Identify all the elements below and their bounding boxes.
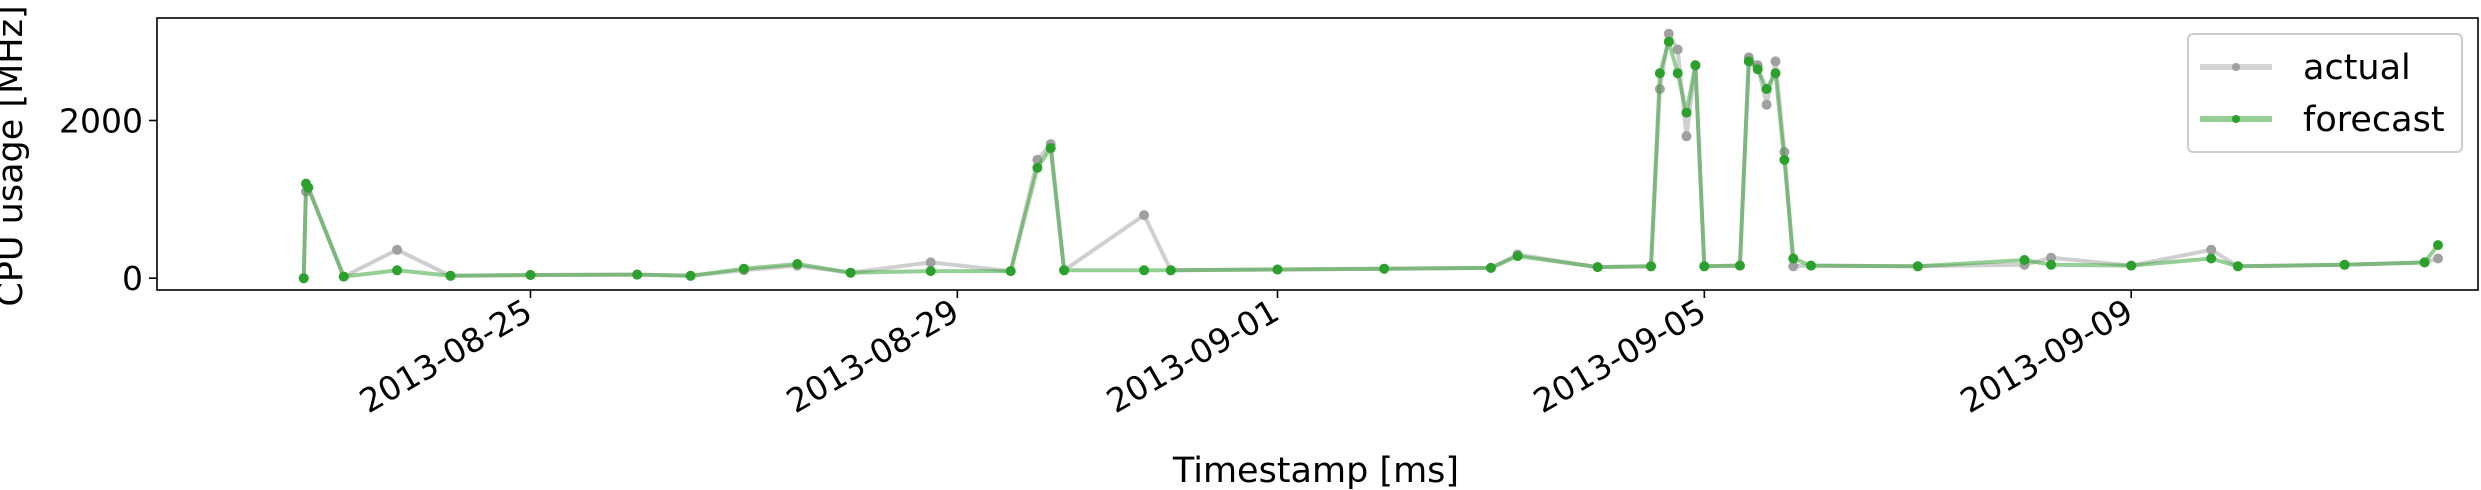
point-forecast (1779, 154, 1790, 165)
point-forecast (1770, 68, 1781, 79)
point-forecast (632, 269, 643, 280)
point-forecast (1734, 260, 1745, 271)
point-forecast (2232, 261, 2243, 272)
point-forecast (1681, 107, 1692, 118)
point-forecast (1485, 262, 1496, 273)
legend-marker-forecast (2232, 115, 2240, 123)
point-forecast (685, 270, 696, 281)
point-forecast (2019, 255, 2030, 265)
point-forecast (1045, 143, 1056, 154)
point-forecast (1912, 261, 1923, 272)
point-actual (2433, 253, 2443, 264)
point-forecast (303, 182, 314, 193)
x-tick-label: 2013-08-25 (353, 291, 539, 421)
point-forecast (525, 270, 536, 280)
point-forecast (1690, 60, 1701, 71)
point-actual (925, 257, 936, 268)
legend-label-forecast: forecast (2303, 100, 2445, 140)
point-forecast (1032, 162, 1043, 173)
point-forecast (392, 265, 403, 276)
point-forecast (845, 267, 856, 278)
legend-frame (2187, 33, 2463, 153)
point-forecast (792, 259, 803, 269)
point-forecast (1806, 260, 1816, 271)
point-forecast (1788, 253, 1799, 264)
point-forecast (2433, 240, 2443, 251)
legend-label-actual: actual (2303, 48, 2411, 88)
point-actual (1788, 261, 1799, 272)
point-actual (1770, 56, 1781, 67)
x-tick-label: 2013-09-05 (1527, 291, 1713, 421)
point-forecast (2339, 259, 2350, 270)
x-tick-label: 2013-08-29 (780, 291, 966, 421)
legend: actual forecast (2187, 33, 2463, 153)
point-actual (2206, 244, 2217, 255)
point-forecast (1139, 265, 1150, 276)
x-tick-label: 2013-09-01 (1100, 291, 1286, 421)
point-forecast (1379, 263, 1390, 274)
point-forecast (338, 271, 349, 282)
point-forecast (2126, 260, 2137, 271)
x-tick-label: 2013-09-09 (1954, 291, 2140, 421)
point-forecast (445, 270, 456, 281)
x-axis-label: Timestamp [ms] (1172, 451, 1459, 490)
point-forecast (1672, 68, 1683, 79)
point-forecast (1592, 262, 1603, 273)
point-forecast (298, 273, 309, 284)
point-forecast (1005, 266, 1016, 277)
point-forecast (1752, 64, 1763, 75)
plot-area (156, 17, 2479, 291)
point-forecast (1059, 265, 1070, 276)
point-actual (1139, 210, 1150, 221)
point-actual (2046, 252, 2057, 263)
point-forecast (2206, 253, 2217, 264)
point-forecast (738, 263, 749, 274)
point-actual (1672, 44, 1683, 55)
point-forecast (1272, 264, 1283, 275)
point-forecast (1663, 36, 1674, 47)
y-tick-label: 0 (122, 259, 143, 298)
y-tick-label: 2000 (59, 101, 143, 140)
point-forecast (1743, 56, 1754, 67)
point-forecast (1512, 251, 1523, 262)
point-actual (1663, 28, 1674, 39)
point-actual (1681, 131, 1692, 142)
point-forecast (1654, 68, 1665, 79)
point-forecast (1165, 265, 1176, 276)
point-forecast (925, 266, 936, 277)
point-forecast (2419, 257, 2430, 268)
point-forecast (1761, 84, 1772, 94)
legend-marker-actual (2232, 63, 2240, 71)
point-forecast (1646, 261, 1656, 272)
point-forecast (1699, 261, 1710, 272)
point-actual (392, 244, 403, 255)
y-axis-label: CPU usage [MHz] (0, 5, 31, 306)
series-line-forecast (301, 39, 2440, 279)
point-actual (1761, 99, 1772, 110)
point-forecast (2046, 259, 2057, 270)
